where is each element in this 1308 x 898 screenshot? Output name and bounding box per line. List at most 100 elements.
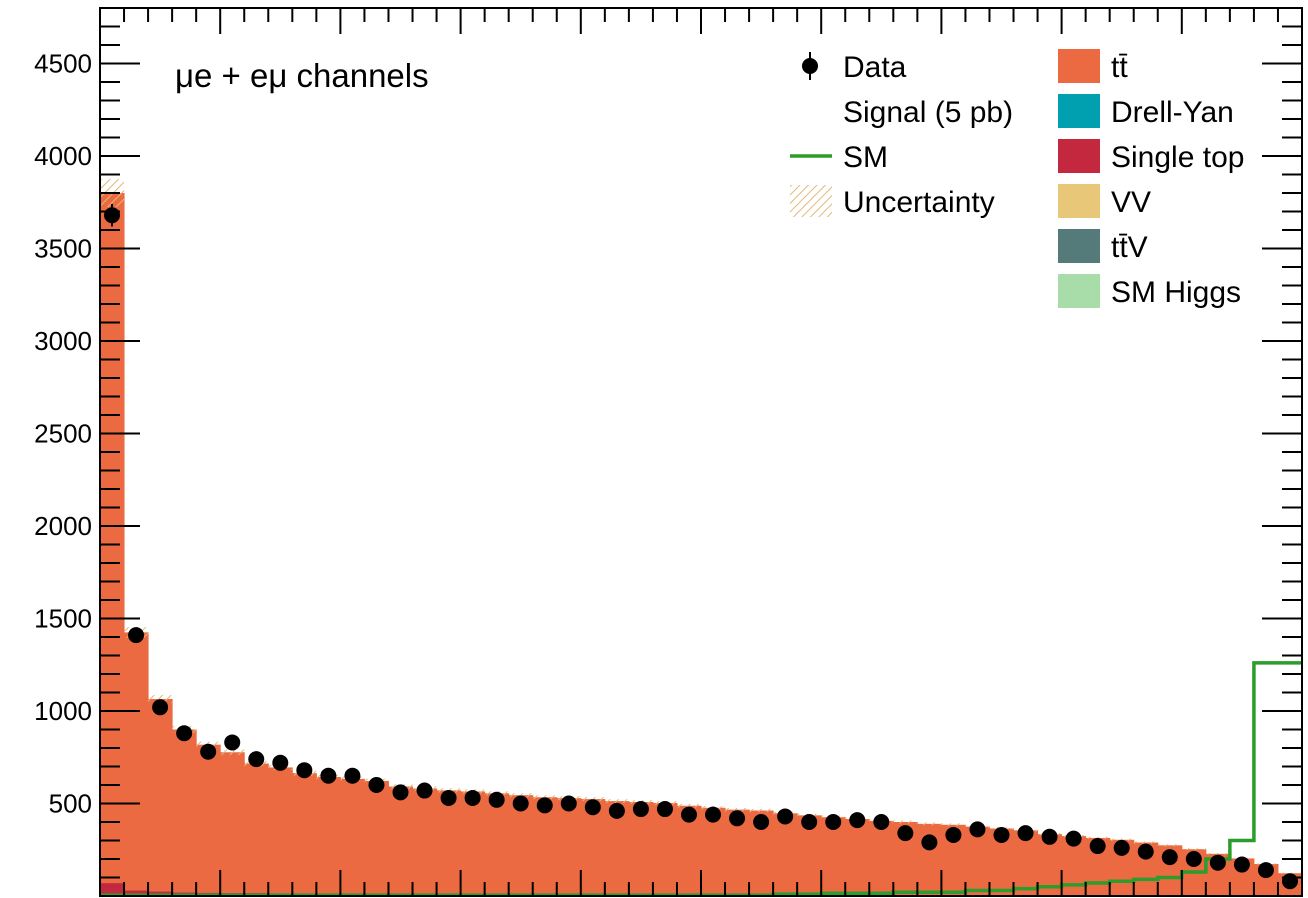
legend-label: Drell-Yan — [1111, 96, 1234, 129]
legend-label: Signal (5 pb) — [843, 96, 1013, 129]
data-point — [729, 810, 746, 827]
data-point — [560, 795, 577, 812]
data-point — [632, 801, 649, 818]
ttbar-bar — [196, 744, 221, 893]
uncertainty-bin — [893, 820, 918, 824]
uncertainty-bin — [604, 799, 629, 803]
data-point — [897, 825, 914, 842]
y-tick-label: 3000 — [34, 326, 92, 356]
data-point — [680, 806, 697, 823]
ttbar-bar — [292, 773, 317, 894]
ttbar-bar — [316, 777, 341, 894]
data-point — [1209, 854, 1226, 871]
uncertainty-bin — [676, 803, 701, 808]
legend: Data Signal (5 pb) SM Uncertainty tt̄ Drell-Y… — [790, 49, 1244, 309]
legend-label: Uncertainty — [843, 186, 995, 219]
data-point — [1161, 849, 1178, 866]
data-point — [488, 791, 505, 808]
uncertainty-bin — [508, 793, 533, 798]
data-point — [464, 789, 481, 806]
ttbar-bar — [268, 767, 293, 894]
legend-data-marker — [802, 58, 818, 74]
ttbar-bar — [484, 793, 510, 895]
data-point — [392, 784, 409, 801]
data-point — [825, 814, 842, 830]
ttbar-bar — [364, 780, 389, 894]
data-point — [1185, 851, 1202, 867]
data-point — [1233, 856, 1250, 873]
data-point — [1113, 839, 1130, 856]
data-point — [536, 797, 553, 814]
legend-label: SM — [843, 141, 888, 174]
single-top-bar — [124, 890, 149, 896]
legend-swatch — [1058, 274, 1100, 308]
y-tick-label: 500 — [49, 789, 92, 819]
uncertainty-bin — [532, 795, 557, 800]
y-tick-label: 1000 — [34, 696, 92, 726]
ttbar-bar — [845, 819, 870, 895]
data-point — [104, 207, 121, 224]
data-point — [608, 802, 625, 819]
uncertainty-bin — [1109, 838, 1134, 841]
uncertainty-bin — [1085, 836, 1110, 840]
data-point — [777, 808, 794, 825]
ttbar-bar — [628, 802, 654, 895]
ttbar-bar — [821, 817, 846, 895]
uncertainty-bin — [580, 797, 605, 801]
legend-swatch — [1058, 229, 1100, 263]
ttbar-bar — [244, 763, 269, 894]
data-point — [248, 751, 265, 768]
data-point — [1281, 873, 1298, 890]
data-point — [224, 734, 241, 751]
data-point — [849, 812, 866, 829]
y-tick-label: 3500 — [34, 234, 92, 264]
uncertainty-bin — [220, 749, 245, 756]
data-point — [512, 795, 529, 812]
data-point — [1137, 843, 1154, 860]
data-point — [368, 777, 385, 793]
legend-uncertainty-swatch — [790, 185, 832, 217]
uncertainty-bin — [917, 822, 942, 826]
ttbar-bar — [1013, 830, 1039, 896]
uncertainty-bin — [1181, 848, 1206, 851]
y-tick-label: 2500 — [34, 419, 92, 449]
uncertainty-bin — [1157, 844, 1182, 847]
ttbar-bar — [100, 193, 125, 884]
ttbar-bar — [436, 790, 462, 894]
data-point — [296, 762, 313, 779]
ttbar-bar — [869, 820, 894, 895]
legend-label: Single top — [1111, 141, 1244, 174]
ttbar-bar — [460, 791, 486, 895]
data-point — [440, 789, 457, 806]
data-point — [1089, 838, 1106, 855]
legend-label: Data — [843, 51, 907, 84]
plot-frame-fill — [100, 8, 1302, 896]
legend-label: VV — [1111, 186, 1151, 219]
legend-label: tt̄ — [1111, 51, 1128, 84]
legend-swatch — [1058, 139, 1100, 173]
data-point — [152, 699, 169, 716]
ttbar-bar — [148, 698, 173, 892]
data-point — [969, 821, 986, 838]
ttbar-bar — [508, 795, 534, 895]
ttbar-bar — [532, 797, 558, 895]
ttbar-bar — [124, 632, 149, 891]
data-point — [200, 743, 217, 760]
y-tick-label: 2000 — [34, 511, 92, 541]
data-point — [921, 834, 938, 851]
data-point — [320, 767, 337, 784]
data-point — [705, 806, 722, 823]
data-point — [945, 826, 962, 843]
ttbar-bar — [965, 826, 990, 896]
data-point — [993, 826, 1010, 843]
data-point — [584, 799, 601, 816]
uncertainty-bin — [941, 823, 966, 827]
uncertainty-bin — [725, 807, 750, 812]
data-point — [1257, 862, 1274, 879]
y-tick-label: 4500 — [34, 49, 92, 79]
channel-annotation: μe + eμ channels — [175, 57, 429, 94]
legend-swatch — [1058, 184, 1100, 218]
data-point — [176, 725, 193, 742]
ttbar-bar — [388, 786, 414, 894]
